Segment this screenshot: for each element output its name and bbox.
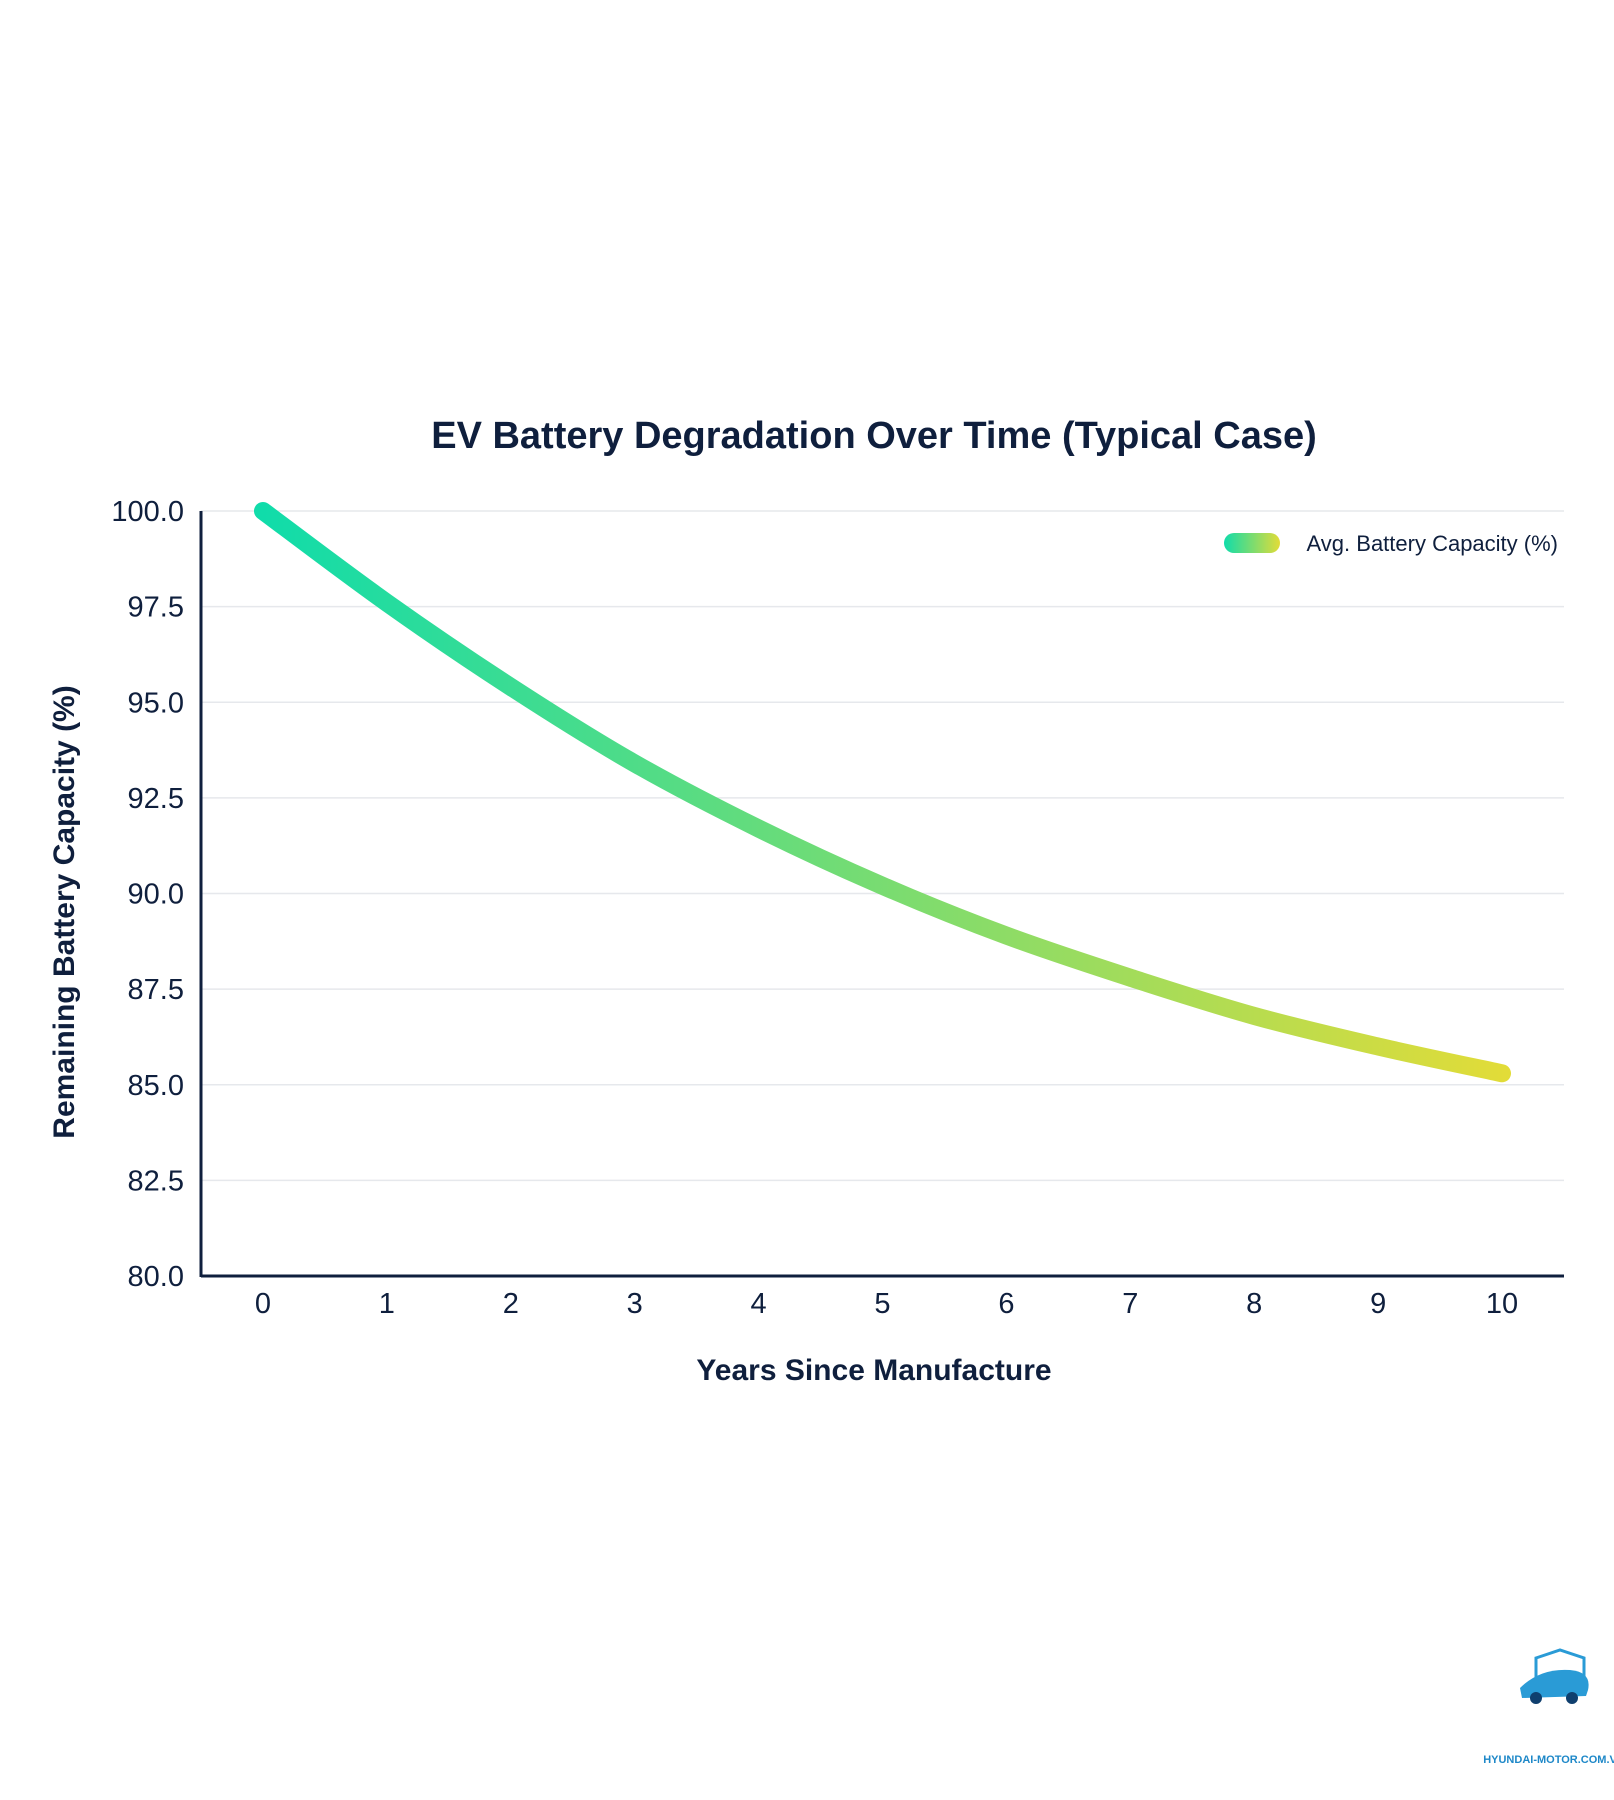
series-line	[254, 502, 1511, 1083]
watermark: HYUNDAI-MOTOR.COM.VN	[1483, 1648, 1614, 1766]
x-tick-label: 1	[379, 1288, 395, 1320]
y-tick-label: 82.5	[128, 1165, 184, 1197]
x-tick-label: 3	[627, 1288, 643, 1320]
chart-title: EV Battery Degradation Over Time (Typica…	[431, 415, 1317, 457]
y-tick-label: 92.5	[128, 783, 184, 815]
legend: Avg. Battery Capacity (%)	[1224, 531, 1558, 556]
y-tick-label: 90.0	[128, 879, 184, 911]
x-tick-label: 7	[1122, 1288, 1138, 1320]
x-axis-title: Years Since Manufacture	[696, 1354, 1051, 1387]
x-tick-label: 8	[1246, 1288, 1262, 1320]
x-tick-label: 2	[503, 1288, 519, 1320]
x-tick-label: 10	[1486, 1288, 1518, 1320]
y-tick-label: 80.0	[128, 1261, 184, 1293]
x-tick-label: 6	[998, 1288, 1014, 1320]
y-axis-title: Remaining Battery Capacity (%)	[48, 685, 81, 1138]
x-tick-label: 5	[874, 1288, 890, 1320]
x-tick-label: 0	[255, 1288, 271, 1320]
y-tick-label: 85.0	[128, 1070, 184, 1102]
legend-swatch	[1224, 533, 1280, 553]
x-axis-ticks: 0 1 2 3 4 5 6 7 8 9 10	[255, 1288, 1518, 1320]
y-tick-label: 97.5	[128, 592, 184, 624]
y-axis-ticks: 80.0 82.5 85.0 87.5 90.0 92.5 95.0 97.5 100.0	[111, 496, 184, 1293]
legend-label: Avg. Battery Capacity (%)	[1307, 531, 1558, 556]
series-layer	[254, 502, 1511, 1083]
y-tick-label: 100.0	[111, 496, 184, 528]
y-tick-label: 87.5	[128, 974, 184, 1006]
y-tick-label: 95.0	[128, 687, 184, 719]
x-tick-label: 4	[751, 1288, 767, 1320]
watermark-text: HYUNDAI-MOTOR.COM.VN	[1483, 1754, 1614, 1766]
car-logo-icon	[1520, 1648, 1589, 1704]
x-tick-label: 9	[1370, 1288, 1386, 1320]
